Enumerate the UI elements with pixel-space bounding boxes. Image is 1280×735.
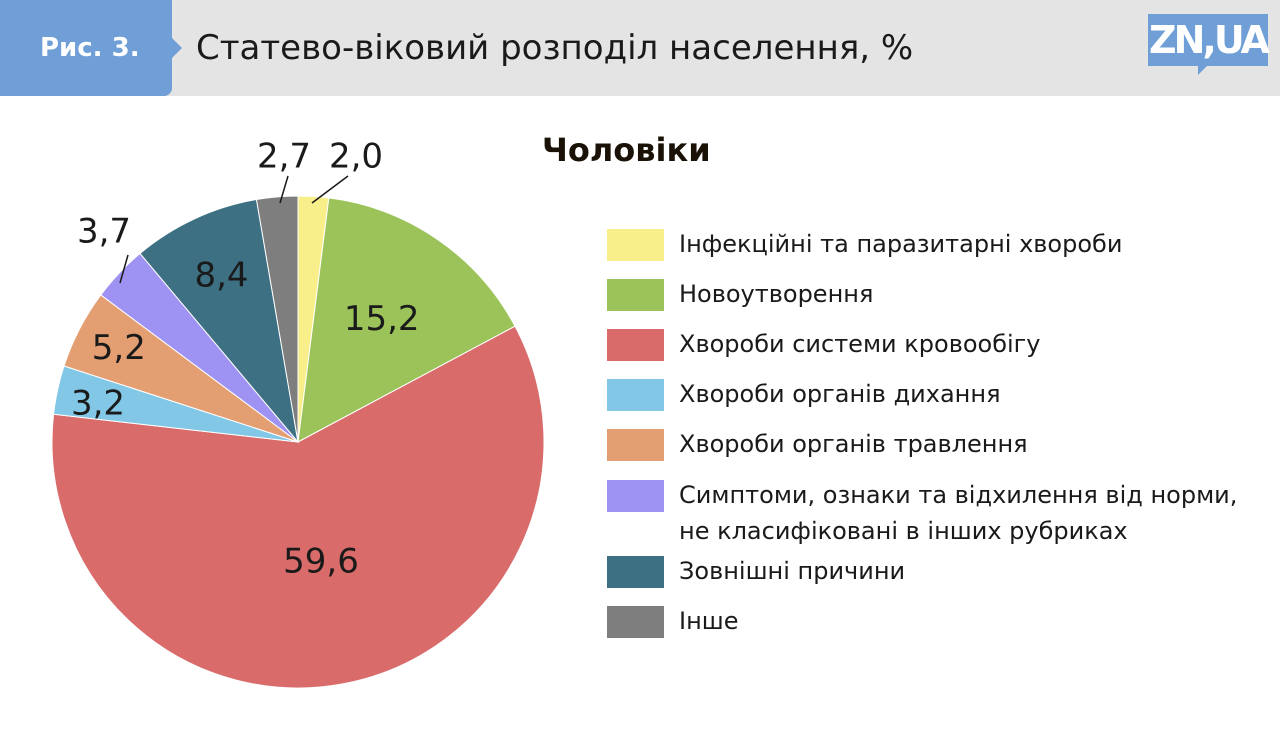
legend-swatch-3 [607,379,664,411]
slice-value-label-2: 59,6 [283,541,359,581]
pie-chart: 2,0 15,2 59,6 3,2 5,2 3,7 8,4 2,7 [51,137,545,689]
slice-value-label-7: 2,7 [257,137,311,177]
legend-label-6: Зовнішні причини [679,557,906,585]
leader-lines [119,175,349,284]
figure-label: Рис. 3. [40,33,140,63]
pie-slice-6 [139,198,299,444]
legend-swatch-0 [607,229,664,261]
header-bar: Рис. 3. Статево-віковий розподіл населен… [0,0,1280,96]
slice-value-label-3: 3,2 [71,384,125,424]
legend-label-3: Хвороби органів дихання [679,380,1001,408]
slice-value-label-4: 5,2 [92,328,146,368]
logo-tail [1198,65,1208,75]
legend-label-0: Інфекційні та паразитарні хвороби [679,230,1123,258]
pie-slice-1 [297,197,516,443]
slice-value-labels: 2,0 15,2 59,6 3,2 5,2 3,7 8,4 2,7 [71,137,420,582]
leader-line-7 [279,175,289,204]
legend-label-5: Симптоми, ознаки та відхилення від норми… [679,481,1238,545]
legend-label-4: Хвороби органів травлення [679,430,1028,458]
slice-value-label-1: 15,2 [344,299,420,339]
legend-swatch-6 [607,556,664,588]
slice-value-label-5: 3,7 [77,212,131,252]
legend-swatch-7 [607,606,664,638]
pie-slices [51,195,545,689]
figure-tab [0,0,172,96]
pie-slice-2 [51,325,545,689]
legend-label-1: Новоутворення [679,280,874,308]
figure-tab-arrow [170,36,182,60]
slice-value-label-6: 8,4 [194,255,248,295]
leader-line-0 [311,175,349,204]
chart-subtitle: Чоловіки [542,131,711,169]
pie-slice-7 [255,195,299,443]
legend-swatch-1 [607,279,664,311]
leader-line-5 [119,254,129,284]
legend-label-7: Інше [679,607,739,635]
legend-swatch-4 [607,429,664,461]
page-title: Статево-віковий розподіл населення, % [196,28,914,68]
legend-swatch-5 [607,480,664,512]
legend-swatch-2 [607,329,664,361]
slice-value-label-0: 2,0 [329,137,383,177]
legend-label-2: Хвороби системи кровообігу [679,330,1041,358]
logo: ZN,UA [1148,14,1270,66]
